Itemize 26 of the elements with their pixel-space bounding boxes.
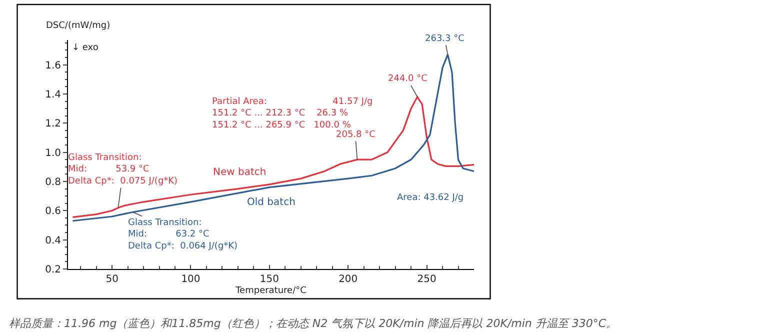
x-tick-label: 200: [338, 274, 358, 285]
annotation: Glass Transition: Mid: 53.9 °C Delta Cp*: 0.075 J/(g*K): [68, 153, 178, 186]
y-tick-label: 0.2: [45, 264, 61, 276]
series-label: New batch: [213, 167, 266, 178]
y-tick-label: 1.0: [45, 148, 61, 159]
y-tick-label: 0.8: [45, 176, 61, 188]
x-axis-title: Temperature/°C: [234, 286, 306, 296]
y-tick-label: 1.6: [45, 60, 61, 72]
series-label: Old batch: [247, 197, 296, 208]
y-tick-label: 0.6: [45, 206, 61, 218]
text: 样品质量：11.96 mg（蓝色）和11.85mg（红色）；在动态 N2 气氛下以 20K/min 降温后再以 20K/min 升温至 330°C。: [9, 317, 618, 330]
annotation: Partial Area: 41.57 J/g 151.2 °C ... 212.3 °C 26.3 % 151.2 °C ... 265.9 °C 100.0 %: [212, 97, 373, 130]
y-axis-title: DSC/(mW/mg): [46, 21, 110, 31]
y-tick-label: 0.4: [45, 235, 61, 246]
x-tick-label: 250: [417, 274, 436, 285]
annotation: Area: 43.62 J/g: [397, 193, 464, 203]
annotation: 205.8 °C: [336, 130, 376, 140]
annotation: 244.0 °C: [388, 74, 428, 84]
annotation: ↓ exo: [72, 43, 99, 53]
y-tick-label: 1.2: [45, 118, 61, 130]
x-tick-label: 50: [106, 274, 118, 285]
y-tick-label: 1.4: [45, 89, 61, 100]
annotation: Glass Transition: Mid: 63.2 °C Delta Cp*: 0.064 J/(g*K): [128, 218, 238, 252]
x-tick-label: 100: [181, 274, 200, 285]
annotation: 263.3 °C: [425, 34, 464, 44]
x-tick-label: 150: [260, 274, 279, 285]
